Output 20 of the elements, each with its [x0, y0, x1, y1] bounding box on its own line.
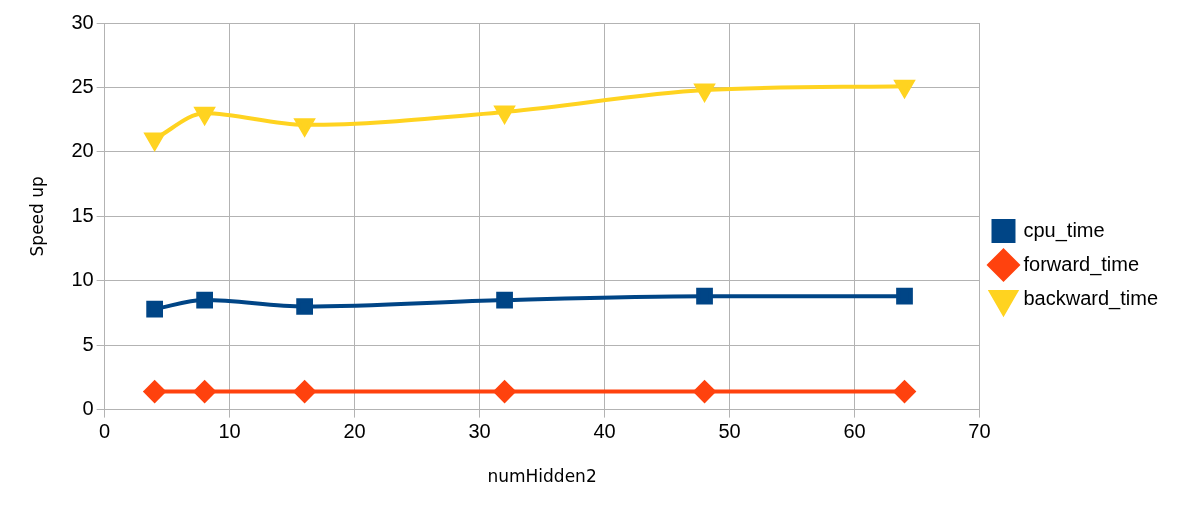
y-tick-label: 5 [82, 332, 94, 355]
y-tick-label: 10 [71, 268, 94, 291]
y-axis-title: Speed up [26, 176, 47, 257]
x-tick-label: 0 [99, 420, 111, 443]
x-tick-label: 30 [468, 420, 491, 443]
x-tick-label: 20 [343, 420, 366, 443]
legend-label: forward_time [1023, 252, 1140, 276]
y-tick-label: 15 [71, 203, 94, 226]
legend-label: backward_time [1023, 286, 1159, 310]
x-tick-label: 40 [593, 420, 616, 443]
x-tick-label: 60 [843, 420, 866, 443]
x-tick-label: 10 [218, 420, 241, 443]
y-tick-label: 30 [71, 10, 94, 33]
legend-label: cpu_time [1023, 218, 1105, 242]
x-axis-title: numHidden2 [487, 466, 597, 487]
y-tick-label: 20 [71, 139, 94, 162]
y-tick-label: 0 [82, 397, 94, 420]
y-tick-label: 25 [71, 74, 94, 97]
x-tick-label: 70 [968, 420, 991, 443]
x-tick-label: 50 [718, 420, 741, 443]
